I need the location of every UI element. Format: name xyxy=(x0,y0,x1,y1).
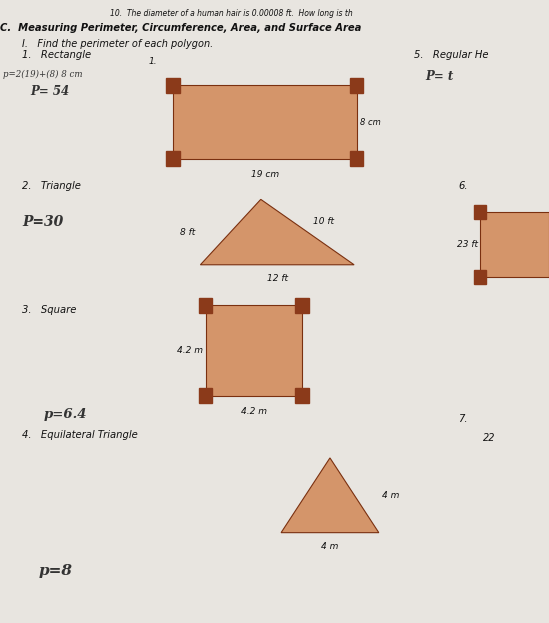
Text: 4.2 m: 4.2 m xyxy=(241,407,267,416)
Polygon shape xyxy=(206,305,302,396)
Text: C.  Measuring Perimeter, Circumference, Area, and Surface Area: C. Measuring Perimeter, Circumference, A… xyxy=(0,23,361,33)
Text: 3.   Square: 3. Square xyxy=(22,305,76,315)
Text: 2.   Triangle: 2. Triangle xyxy=(22,181,81,191)
Polygon shape xyxy=(173,85,357,159)
Text: 19 cm: 19 cm xyxy=(251,170,279,179)
Text: P=30: P=30 xyxy=(22,215,63,229)
Text: 4 m: 4 m xyxy=(382,491,399,500)
Polygon shape xyxy=(474,270,486,284)
Text: 6.: 6. xyxy=(458,181,468,191)
Polygon shape xyxy=(166,78,180,93)
Polygon shape xyxy=(199,298,212,313)
Text: P= t: P= t xyxy=(425,70,453,83)
Polygon shape xyxy=(350,151,363,166)
Polygon shape xyxy=(295,298,309,313)
Polygon shape xyxy=(281,458,379,533)
Polygon shape xyxy=(474,205,486,219)
Polygon shape xyxy=(480,212,549,277)
Text: 10 ft: 10 ft xyxy=(313,217,334,226)
Text: 8 ft: 8 ft xyxy=(180,227,195,237)
Text: 4.2 m: 4.2 m xyxy=(177,346,203,355)
Text: 7.: 7. xyxy=(458,414,468,424)
Polygon shape xyxy=(350,78,363,93)
Text: p=2(19)+(8) 8 cm: p=2(19)+(8) 8 cm xyxy=(3,70,82,79)
Polygon shape xyxy=(199,388,212,403)
Text: 1.: 1. xyxy=(148,57,157,66)
Text: 5.   Regular He: 5. Regular He xyxy=(414,50,489,60)
Text: p=8: p=8 xyxy=(38,564,72,578)
Polygon shape xyxy=(200,199,354,265)
Text: 8 cm: 8 cm xyxy=(360,118,380,126)
Polygon shape xyxy=(295,388,309,403)
Text: 23 ft: 23 ft xyxy=(457,240,478,249)
Text: 12 ft: 12 ft xyxy=(267,274,288,283)
Text: p=6.4: p=6.4 xyxy=(44,408,87,421)
Text: 4.   Equilateral Triangle: 4. Equilateral Triangle xyxy=(22,430,138,440)
Text: 1.   Rectangle: 1. Rectangle xyxy=(22,50,91,60)
Polygon shape xyxy=(166,151,180,166)
Text: I.   Find the perimeter of each polygon.: I. Find the perimeter of each polygon. xyxy=(22,39,213,49)
Text: 10.  The diameter of a human hair is 0.00008 ft.  How long is th: 10. The diameter of a human hair is 0.00… xyxy=(110,9,352,18)
Text: 4 m: 4 m xyxy=(321,542,339,551)
Text: P= 54: P= 54 xyxy=(30,85,69,98)
Text: 22: 22 xyxy=(483,433,496,443)
